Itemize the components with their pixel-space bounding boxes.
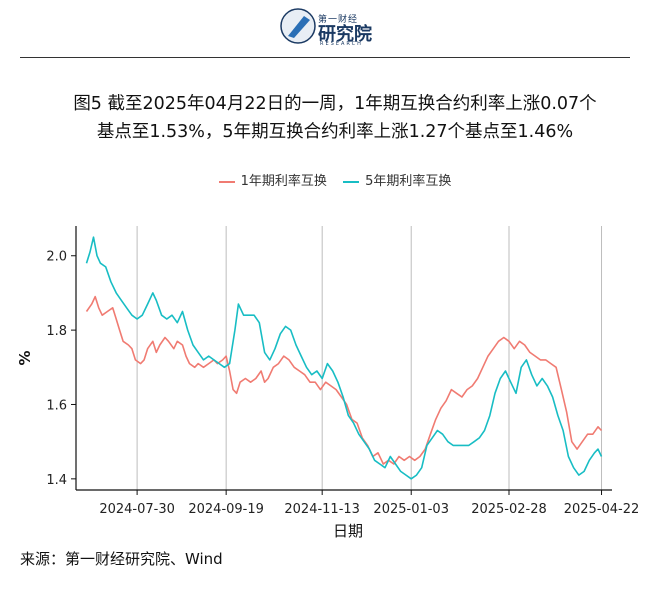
legend-swatch-1y — [218, 180, 235, 183]
legend-label-5y: 5年期利率互换 — [365, 174, 452, 189]
legend-item-1y: 1年期利率互换 — [218, 170, 327, 189]
logo-text-top: 第一财经 — [318, 15, 359, 25]
legend-label-1y: 1年期利率互换 — [240, 174, 327, 189]
x-tick-label: 2025-01-03 — [373, 502, 449, 517]
y-ticks: 1.4 1.6 1.8 2.0 — [46, 250, 76, 488]
chart-title: 图5 截至2025年04月22日的一周，1年期互换合约利率上涨0.07个 基点至… — [0, 90, 670, 146]
x-tick-label: 2024-11-13 — [284, 502, 360, 517]
source-note: 来源：第一财经研究院、Wind — [20, 550, 223, 568]
legend-item-5y: 5年期利率互换 — [343, 170, 451, 189]
y-tick-label: 1.4 — [46, 473, 67, 488]
chart-series — [85, 236, 603, 480]
x-tick-label: 2024-09-19 — [188, 502, 264, 517]
chart-legend: 1年期利率互换 5年期利率互换 — [0, 170, 670, 189]
x-ticks: 2024-07-30 2024-09-19 2024-11-13 2025-01-03… — [99, 490, 639, 517]
legend-swatch-5y — [343, 180, 360, 183]
x-tick-label: 2025-02-28 — [471, 502, 547, 517]
chart-axes — [75, 226, 612, 491]
x-axis-label: 日期 — [333, 522, 363, 540]
y-tick-label: 2.0 — [46, 250, 67, 265]
logo: 第一财经 研究院 RESEARCH — [280, 6, 390, 50]
chart-title-line2: 基点至1.53%，5年期互换合约利率上涨1.27个基点至1.46% — [96, 122, 574, 142]
logo-mark-icon — [280, 8, 316, 44]
header-divider — [20, 57, 630, 58]
x-tick-label: 2025-04-22 — [564, 502, 640, 517]
series-line-5y — [85, 236, 603, 480]
y-tick-label: 1.8 — [46, 324, 67, 339]
y-axis-label: % — [16, 350, 34, 365]
y-tick-label: 1.6 — [46, 398, 67, 413]
chart-title-line1: 图5 截至2025年04月22日的一周，1年期互换合约利率上涨0.07个 — [73, 94, 597, 114]
series-line-1y — [85, 295, 603, 465]
logo-text-sub: RESEARCH — [320, 41, 363, 47]
x-tick-label: 2024-07-30 — [99, 502, 175, 517]
logo-text-main: 研究院 — [318, 24, 372, 45]
